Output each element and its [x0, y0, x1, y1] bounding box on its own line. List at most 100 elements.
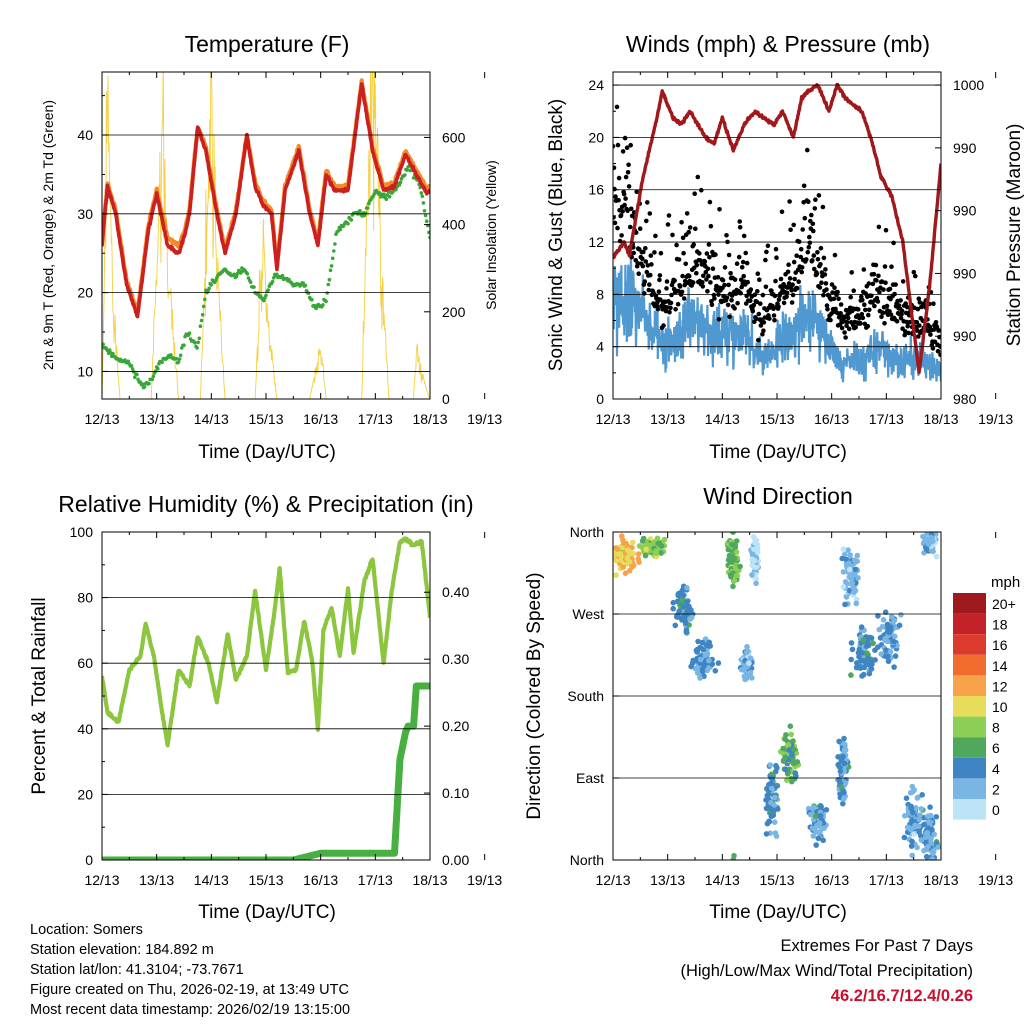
- y-right-tick-label: 990: [953, 140, 977, 156]
- gust-point: [933, 320, 939, 325]
- gust-point: [694, 270, 699, 276]
- gust-point: [806, 199, 811, 204]
- gust-point: [755, 289, 760, 294]
- direction-point: [772, 830, 779, 836]
- direction-point: [744, 643, 750, 650]
- direction-point: [896, 622, 903, 629]
- gust-series: [613, 104, 941, 358]
- legend-swatch: [953, 675, 986, 696]
- direction-point: [930, 848, 936, 854]
- dewpoint-point: [280, 273, 285, 278]
- gust-point: [917, 300, 923, 305]
- direction-point: [624, 555, 631, 562]
- gust-point: [745, 279, 750, 285]
- direction-point: [813, 842, 819, 848]
- dewpoint-point: [270, 279, 275, 284]
- direction-point: [630, 551, 637, 557]
- gust-point: [631, 250, 636, 256]
- direction-point: [675, 590, 682, 597]
- gust-point: [916, 296, 922, 302]
- gust-point: [817, 285, 823, 290]
- gust-point: [814, 271, 820, 277]
- direction-point: [841, 735, 847, 742]
- dewpoint-point: [213, 278, 218, 283]
- direction-point: [642, 552, 649, 559]
- gust-point: [849, 270, 854, 275]
- gust-point: [616, 175, 622, 181]
- solar-ylabel: Solar Insolation (Yellow): [483, 160, 499, 310]
- winds-plot-area: [613, 82, 941, 383]
- gust-point: [626, 184, 632, 189]
- y-right-tick-label: 980: [953, 391, 977, 407]
- y-tick-label: 40: [77, 721, 93, 737]
- gust-point: [905, 323, 910, 329]
- temperature-title: Temperature (F): [185, 31, 350, 57]
- direction-point: [792, 770, 799, 776]
- recent-timestamp: Most recent data timestamp: 2026/02/19 1…: [30, 1002, 351, 1018]
- gust-point: [794, 253, 799, 258]
- gust-point: [805, 147, 810, 153]
- direction-point: [840, 584, 847, 590]
- direction-point: [661, 536, 668, 543]
- legend-label: 2: [992, 781, 1000, 797]
- direction-point: [840, 800, 846, 807]
- gust-point: [811, 228, 816, 234]
- direction-point: [733, 538, 740, 544]
- direction-point: [855, 650, 862, 656]
- direction-point: [694, 670, 701, 676]
- x-tick-label: 16/13: [303, 872, 338, 888]
- dewpoint-point: [326, 282, 331, 287]
- gust-point: [707, 199, 713, 205]
- direction-point: [774, 765, 780, 771]
- gust-point: [774, 255, 779, 260]
- direction-point: [815, 835, 822, 842]
- direction-point: [769, 807, 776, 813]
- direction-point: [853, 600, 860, 607]
- direction-point: [858, 624, 865, 630]
- gust-point: [684, 211, 690, 216]
- gust-point: [853, 324, 858, 330]
- gust-point: [877, 290, 882, 295]
- wind-direction-panel: Wind Direction North East South West North 12…: [524, 483, 1020, 923]
- direction-point: [835, 761, 841, 768]
- direction-point: [687, 616, 693, 622]
- gust-point: [794, 285, 800, 291]
- direction-point: [841, 796, 847, 802]
- x-tick-label: 18/13: [923, 872, 958, 888]
- direction-point: [854, 660, 860, 666]
- dewpoint-point: [365, 206, 370, 210]
- direction-point: [901, 813, 908, 819]
- direction-point: [844, 580, 851, 587]
- y-right-tick-label: 0.10: [442, 785, 469, 801]
- direction-point: [811, 825, 817, 832]
- gust-point: [711, 292, 717, 298]
- direction-point: [929, 856, 936, 860]
- gust-point: [708, 223, 714, 229]
- gust-point: [627, 224, 633, 230]
- gust-point: [647, 211, 653, 216]
- direction-point: [891, 664, 897, 670]
- direction-point: [855, 575, 861, 581]
- gust-point: [807, 234, 812, 240]
- direction-point: [878, 651, 884, 657]
- direction-point: [911, 831, 917, 837]
- gust-point: [709, 302, 715, 308]
- gust-point: [707, 254, 712, 260]
- direction-point: [658, 543, 665, 549]
- gust-point: [754, 299, 760, 305]
- winds-xlabel: Time (Day/UTC): [709, 442, 847, 463]
- direction-point: [730, 583, 736, 590]
- direction-point: [923, 853, 930, 860]
- gust-point: [785, 269, 791, 275]
- direction-point: [771, 819, 778, 825]
- gust-point: [706, 273, 711, 279]
- dewpoint-point: [424, 219, 429, 223]
- direction-point: [863, 643, 870, 650]
- y-right-tick-label: 600: [442, 129, 466, 145]
- gust-point: [692, 191, 697, 196]
- y-tick-label: 20: [77, 285, 93, 301]
- legend-swatch: [953, 737, 986, 758]
- gust-point: [822, 272, 828, 277]
- gust-point: [677, 284, 683, 289]
- gust-point: [880, 310, 886, 316]
